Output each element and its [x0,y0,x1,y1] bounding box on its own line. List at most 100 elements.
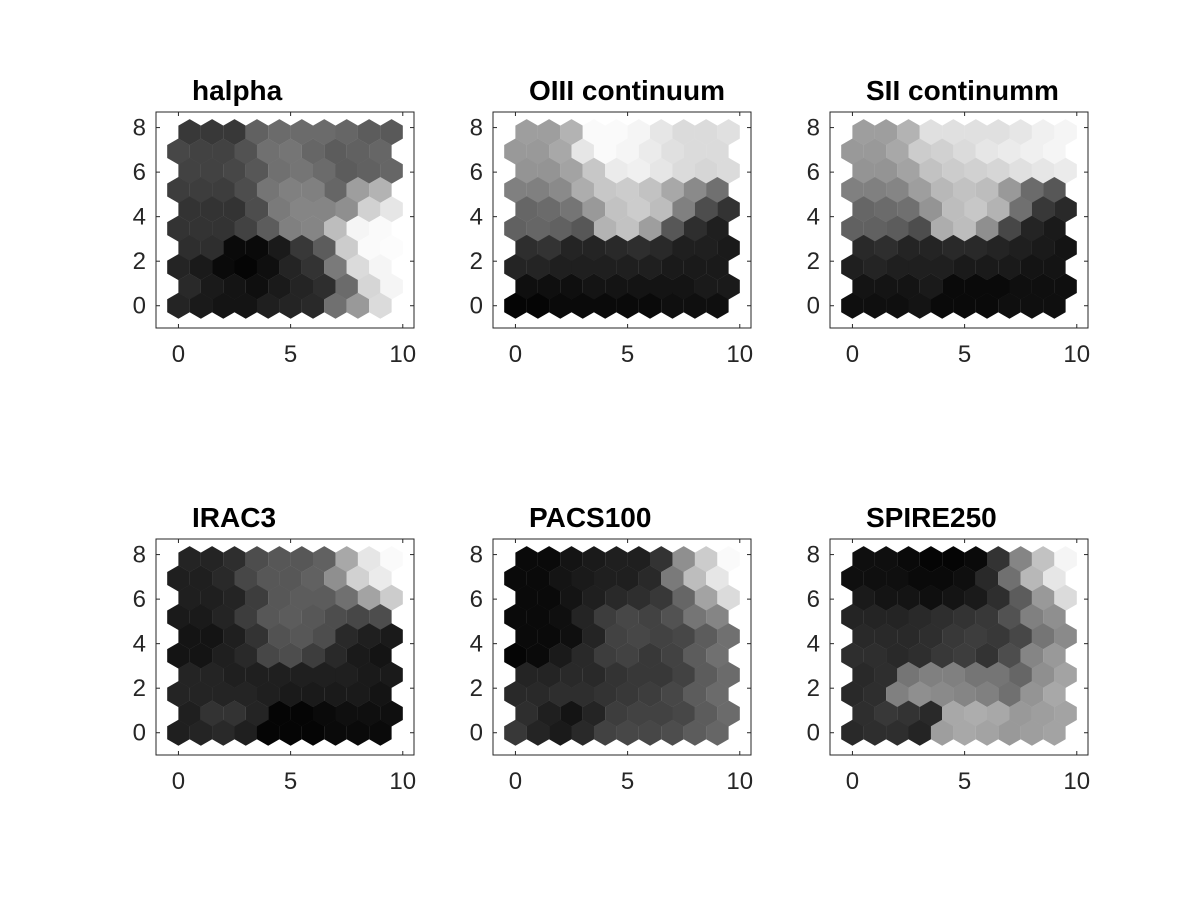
hex-cell [560,661,583,688]
hex-cell [212,177,235,204]
x-tick-label: 0 [846,341,859,368]
hex-cell [605,119,628,146]
hex-cell [841,138,864,165]
hex-cell [886,681,909,708]
hex-cell [605,661,628,688]
hex-cell [874,661,898,688]
hex-cell [223,273,246,300]
hex-cell [942,700,965,727]
hex-cell [694,623,718,650]
hex-cell [549,254,572,281]
hex-cell [549,604,572,631]
x-tick-label: 0 [509,341,522,368]
hex-cell [717,700,740,727]
hex-cell [167,215,190,242]
hex-cell [256,719,280,746]
hex-cell [369,604,392,631]
hex-cell [638,642,662,669]
hex-cell [1054,546,1077,573]
hex-cell [627,700,651,727]
hex-cell [549,642,572,669]
hex-cell [324,604,347,631]
hex-cell [1054,661,1077,688]
hex-cell [537,546,561,573]
y-tick-label: 0 [807,720,820,747]
hex-cell [560,234,583,261]
hex-cell [212,292,235,319]
hex-cell [593,177,617,204]
hex-cell [874,273,898,300]
hex-cell [1054,273,1077,300]
hex-cell [380,234,403,261]
hex-cell [975,292,999,319]
hex-cell [549,292,572,319]
hex-cell [1031,623,1055,650]
hex-cell [964,661,988,688]
hex-cell [200,661,224,688]
y-tick-label: 0 [133,293,146,320]
hex-cell [908,604,931,631]
hex-cell [1009,661,1032,688]
hex-cell [627,196,651,223]
hex-cell [998,138,1021,165]
hex-cell [852,196,875,223]
x-tick-label: 5 [621,768,634,795]
hex-cell [189,292,213,319]
hex-cell [930,292,954,319]
hex-cell [863,292,887,319]
hex-cell [942,157,965,184]
panel-3: 0 5 10 0 2 4 6 8 SII continumm [807,75,1090,368]
hex-cell [515,546,538,573]
hex-cell [313,584,336,611]
hex-cell [301,138,325,165]
y-tick-label: 8 [470,115,483,142]
hex-cell [694,157,718,184]
hex-cell [919,546,943,573]
hex-cell [1020,138,1044,165]
hex-cell [975,215,999,242]
hex-cell [223,119,246,146]
hex-cell [167,681,190,708]
hex-cell [526,292,550,319]
hex-cell [942,273,965,300]
hex-cell [279,565,302,592]
hex-cell [627,546,651,573]
hex-cell [178,196,201,223]
hex-cell [515,700,538,727]
hex-cell [268,273,291,300]
hex-cell [189,604,213,631]
hex-cell [234,177,257,204]
hex-cell [167,138,190,165]
x-tick-label: 5 [958,768,971,795]
hex-cell [919,157,943,184]
y-tick-label: 8 [133,115,146,142]
hex-cell [605,623,628,650]
y-tick-label: 8 [470,542,483,569]
hex-cell [694,700,718,727]
hex-cell [1031,546,1055,573]
axes-frame [492,111,752,329]
hex-cell [627,623,651,650]
hex-cell [874,623,898,650]
hex-cell [582,584,606,611]
hex-cell [987,119,1010,146]
hex-cell [245,196,269,223]
y-tick-label: 6 [470,159,483,186]
hex-cell [324,138,347,165]
hex-cell [874,584,898,611]
y-tick-label: 2 [807,248,820,275]
hex-cell [717,196,740,223]
hex-cell [987,661,1010,688]
hex-cell [189,254,213,281]
hex-cell [886,604,909,631]
hex-cell [301,719,325,746]
hex-cell [200,623,224,650]
hex-cell [369,138,392,165]
hex-cell [908,681,931,708]
hex-cell [245,661,269,688]
hex-cell [717,584,740,611]
hex-cell [582,196,606,223]
hex-cell [930,254,954,281]
hex-cell [324,177,347,204]
hex-cell [930,604,954,631]
